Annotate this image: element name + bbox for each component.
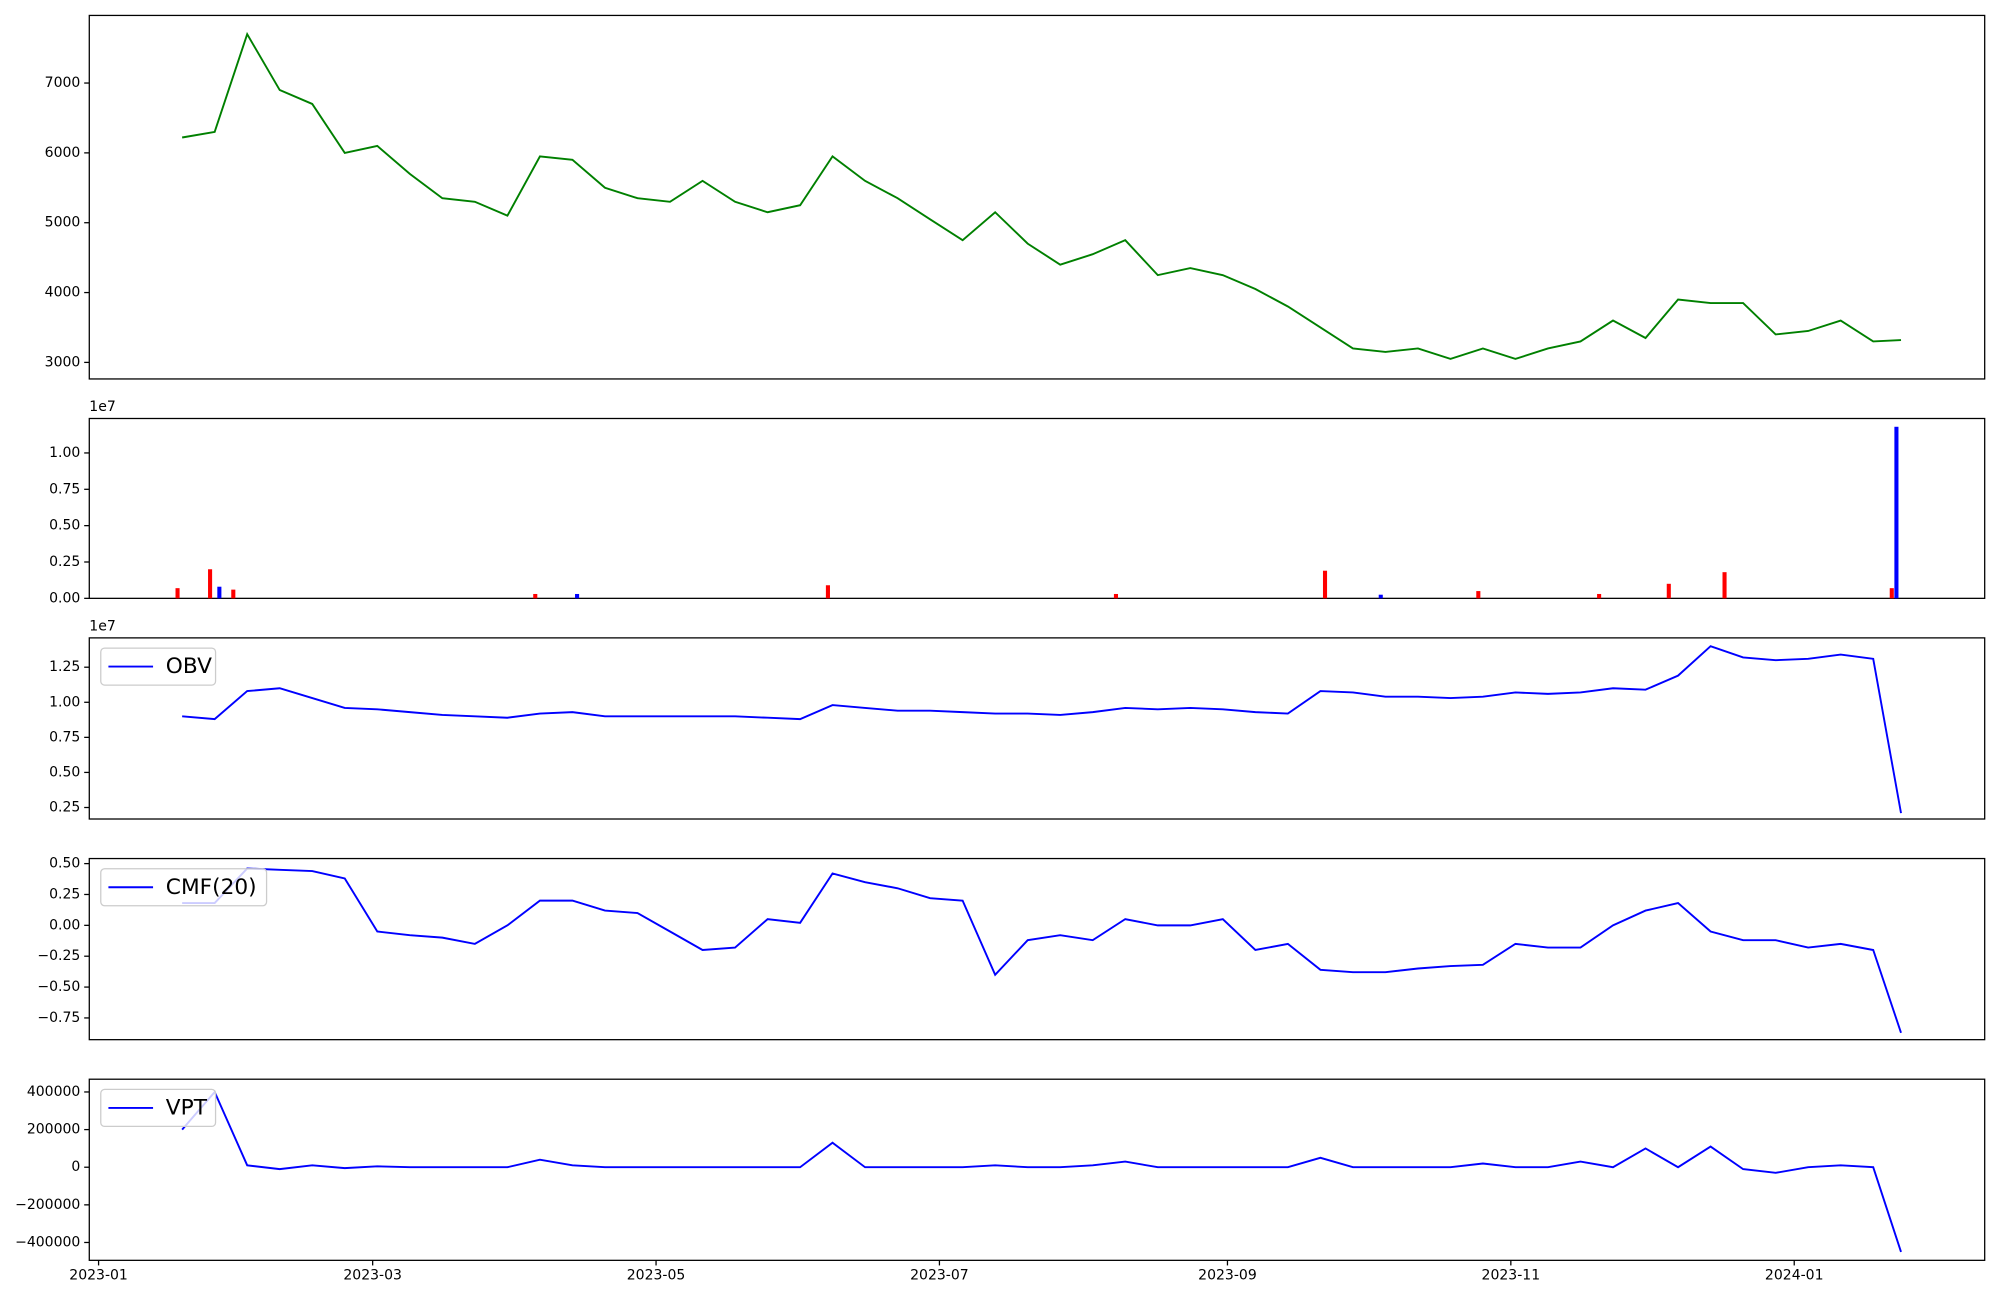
y-tick-label: −0.25	[37, 948, 80, 964]
x-tick-label: 2023-11	[1482, 1268, 1541, 1284]
x-tick-label: 2024-01	[1765, 1268, 1824, 1284]
line	[181, 1090, 1902, 1253]
bar	[825, 585, 830, 599]
offset-text: 1e7	[89, 618, 115, 634]
bar	[1322, 570, 1328, 599]
y-tick-label: 0.75	[49, 481, 80, 497]
offset-text: 1e7	[89, 399, 115, 415]
y-tick-label: 0.25	[49, 554, 80, 570]
bar	[1113, 593, 1119, 599]
axes-frame	[88, 417, 1986, 599]
legend-box	[100, 1088, 217, 1128]
x-tick-label: 2023-05	[627, 1268, 686, 1284]
bar	[1894, 426, 1899, 599]
axes-frame	[88, 637, 1986, 820]
axes-frame	[88, 857, 1986, 1041]
y-tick-label: 6000	[45, 145, 81, 161]
axes-frame	[88, 1078, 1986, 1261]
y-tick-label: −200000	[15, 1197, 80, 1213]
line	[182, 867, 1902, 1034]
y-tick-label: 0.25	[49, 800, 80, 816]
bar	[1722, 572, 1727, 599]
y-tick-label: −0.75	[37, 1010, 80, 1026]
x-tick-label: 2023-01	[69, 1268, 128, 1284]
y-tick-label: 0.25	[49, 886, 80, 902]
bar	[1889, 588, 1894, 599]
x-tick-label: 2023-03	[343, 1268, 402, 1284]
y-tick-label: 400000	[27, 1084, 81, 1100]
legend-box	[100, 647, 217, 686]
axes-frame	[88, 14, 1986, 380]
y-tick-label: 0	[71, 1159, 80, 1175]
y-tick-label: 0.50	[49, 764, 80, 780]
legend-label: CMF(20)	[166, 875, 257, 900]
y-tick-label: 0.00	[49, 917, 80, 933]
bar	[1476, 591, 1481, 599]
bar	[217, 586, 222, 599]
y-tick-label: 1.00	[49, 694, 80, 710]
y-tick-label: −400000	[15, 1234, 80, 1250]
line	[181, 31, 1902, 360]
bar	[231, 589, 236, 599]
y-tick-label: 0.50	[49, 856, 80, 872]
bar	[533, 593, 538, 599]
bar	[575, 593, 580, 599]
y-tick-label: 3000	[45, 354, 81, 370]
y-tick-label: 1.25	[49, 659, 80, 675]
bar	[175, 588, 180, 599]
bar	[208, 569, 213, 599]
x-tick-label: 2023-07	[910, 1268, 969, 1284]
y-tick-label: 1.00	[49, 445, 80, 461]
legend-label: VPT	[166, 1096, 208, 1121]
bar	[1597, 593, 1602, 599]
y-tick-label: 0.00	[49, 590, 80, 606]
bar	[1666, 583, 1671, 599]
y-tick-label: 0.50	[49, 518, 80, 534]
bar	[1378, 594, 1383, 599]
y-tick-label: 4000	[45, 285, 81, 301]
legend-label: OBV	[166, 654, 212, 679]
line	[182, 645, 1902, 814]
y-tick-label: 7000	[45, 75, 81, 91]
y-tick-label: 200000	[27, 1122, 81, 1138]
y-tick-label: −0.50	[37, 979, 80, 995]
y-tick-label: 5000	[45, 215, 81, 231]
x-tick-label: 2023-09	[1198, 1268, 1257, 1284]
y-tick-label: 0.75	[49, 729, 80, 745]
legend-box	[100, 868, 268, 907]
